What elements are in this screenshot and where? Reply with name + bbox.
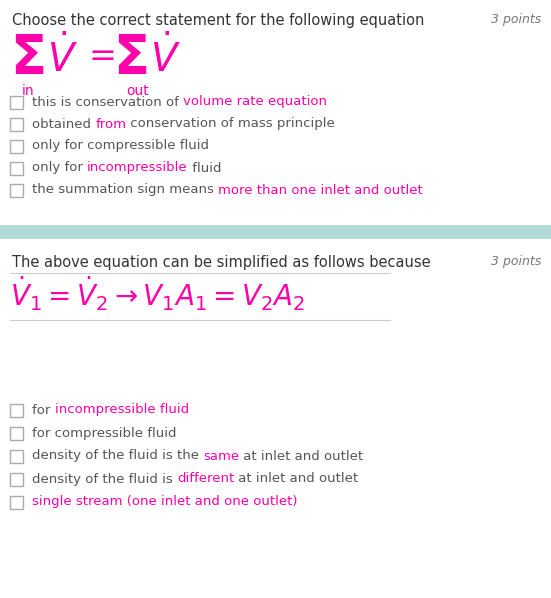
Text: fluid: fluid xyxy=(188,161,222,175)
Bar xyxy=(10,161,23,175)
Text: obtained: obtained xyxy=(32,117,95,130)
Bar xyxy=(10,117,23,130)
Text: volume rate equation: volume rate equation xyxy=(183,96,327,108)
Text: only for compressible fluid: only for compressible fluid xyxy=(32,139,209,152)
Text: $\mathbf{\Sigma}$: $\mathbf{\Sigma}$ xyxy=(113,32,147,84)
Text: the summation sign means: the summation sign means xyxy=(32,184,218,197)
Text: incompressible fluid: incompressible fluid xyxy=(55,404,189,416)
Text: incompressible: incompressible xyxy=(87,161,188,175)
Text: this is conservation of: this is conservation of xyxy=(32,96,183,108)
Text: more than one inlet and outlet: more than one inlet and outlet xyxy=(218,184,423,197)
Bar xyxy=(0,225,551,239)
Text: same: same xyxy=(203,450,239,462)
Text: 3 points: 3 points xyxy=(491,13,541,26)
Text: 3 points: 3 points xyxy=(491,255,541,268)
Text: different: different xyxy=(177,472,234,486)
Text: for compressible fluid: for compressible fluid xyxy=(32,426,176,440)
Text: out: out xyxy=(126,84,149,98)
Text: $\dot{V}$: $\dot{V}$ xyxy=(47,35,78,80)
Text: conservation of mass principle: conservation of mass principle xyxy=(126,117,335,130)
Text: in: in xyxy=(22,84,35,98)
Text: $\mathbf{\Sigma}$: $\mathbf{\Sigma}$ xyxy=(10,32,44,84)
Bar xyxy=(10,472,23,486)
Text: only for: only for xyxy=(32,161,87,175)
Text: from: from xyxy=(95,117,126,130)
Bar xyxy=(10,496,23,508)
Text: density of the fluid is: density of the fluid is xyxy=(32,472,177,486)
Text: The above equation can be simplified as follows because: The above equation can be simplified as … xyxy=(12,255,431,270)
Bar xyxy=(10,139,23,152)
Text: at inlet and outlet: at inlet and outlet xyxy=(239,450,364,462)
Text: single stream (one inlet and one outlet): single stream (one inlet and one outlet) xyxy=(32,496,298,508)
Text: for: for xyxy=(32,404,55,416)
Text: $=$: $=$ xyxy=(82,38,115,71)
Bar xyxy=(10,426,23,440)
Bar xyxy=(10,404,23,416)
Bar xyxy=(10,184,23,197)
Bar xyxy=(10,96,23,108)
Text: Choose the correct statement for the following equation: Choose the correct statement for the fol… xyxy=(12,13,424,28)
Text: $\dot{V}$: $\dot{V}$ xyxy=(150,35,181,80)
Text: at inlet and outlet: at inlet and outlet xyxy=(234,472,358,486)
Bar xyxy=(10,450,23,462)
Text: $\dot{V}_1 = \dot{V}_2 \rightarrow V_1 A_1 = V_2 A_2$: $\dot{V}_1 = \dot{V}_2 \rightarrow V_1 A… xyxy=(10,275,305,313)
Text: density of the fluid is the: density of the fluid is the xyxy=(32,450,203,462)
